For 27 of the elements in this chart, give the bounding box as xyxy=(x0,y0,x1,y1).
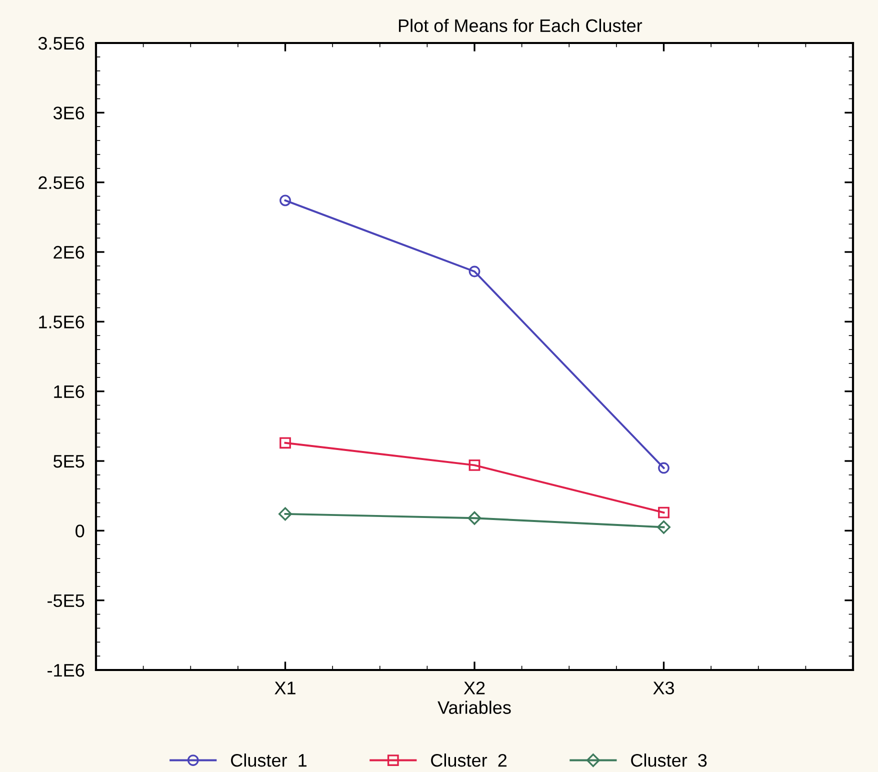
x-axis-title: Variables xyxy=(438,700,511,714)
x-tick-label: X2 xyxy=(464,682,485,694)
y-tick-label: 2.5E6 xyxy=(38,176,84,190)
x-tick-label: X1 xyxy=(274,682,296,694)
y-tick-label: 1E6 xyxy=(54,385,84,398)
point xyxy=(468,511,482,525)
point xyxy=(278,507,292,521)
point xyxy=(468,459,480,471)
y-tick-label: -1E6 xyxy=(48,664,84,677)
y-tick-label: 3E6 xyxy=(53,106,84,120)
y-tick-label: 0 xyxy=(76,524,84,538)
point xyxy=(658,462,670,474)
y-tick-label: -5E5 xyxy=(48,594,84,608)
point xyxy=(468,266,480,278)
y-tick-label: 2E6 xyxy=(54,246,84,259)
chart-title: Plot of Means for Each Cluster xyxy=(398,18,642,32)
point xyxy=(657,520,670,534)
point xyxy=(280,437,291,449)
y-tick-label: 3.5E6 xyxy=(38,36,84,50)
legend-label: Cluster 1 xyxy=(231,754,307,767)
y-tick-label: 1.5E6 xyxy=(39,316,84,328)
x-tick-label: X3 xyxy=(653,682,674,694)
point xyxy=(658,506,670,518)
legend-label: Cluster 3 xyxy=(631,754,707,767)
point xyxy=(280,194,291,206)
legend-label: Cluster 2 xyxy=(431,754,507,767)
y-tick-label: 5E5 xyxy=(53,455,84,468)
